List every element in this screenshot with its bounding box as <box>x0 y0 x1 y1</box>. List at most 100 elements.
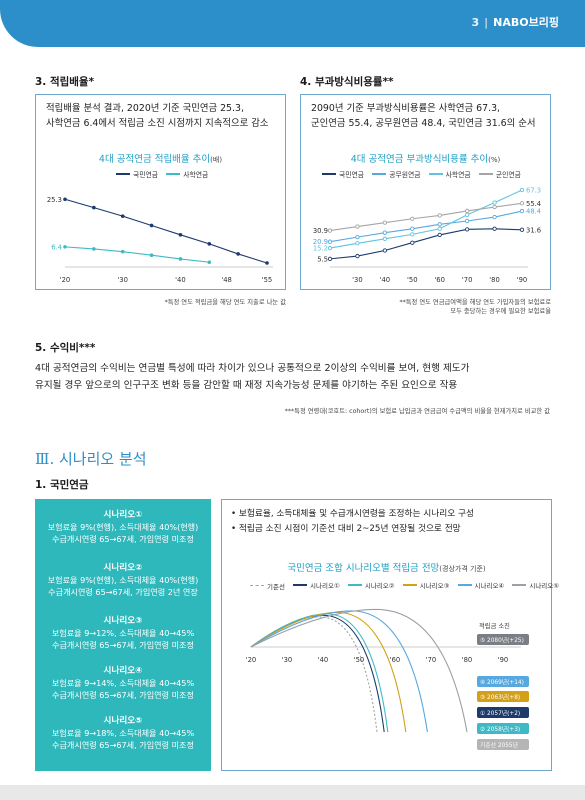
section4-legend: 국민연금 공무원연금 사학연금 군인연금 <box>322 169 527 179</box>
data-point <box>410 240 415 245</box>
part3-subtitle: 1. 국민연금 <box>35 479 89 491</box>
brand-name: NABO브리핑 <box>493 16 559 29</box>
legend-marker <box>322 173 336 175</box>
data-point <box>327 239 333 244</box>
depletion-label: 적립금 소진 <box>479 621 510 630</box>
x-tick-label: '50 <box>354 656 365 664</box>
x-tick-label: '40 <box>318 656 329 664</box>
data-point <box>410 216 415 221</box>
x-tick-label: '20 <box>60 276 71 284</box>
data-point <box>120 249 125 254</box>
data-point <box>327 228 333 233</box>
data-point <box>519 208 525 214</box>
scenario-bullets: • 보험료율, 소득대체율 및 수급개시연령을 조정하는 시나리오 구성 • 적… <box>231 509 475 534</box>
data-point <box>382 236 388 241</box>
scenario-curve-3 <box>250 611 407 733</box>
data-point <box>63 197 67 202</box>
x-tick-label: '80 <box>462 656 473 664</box>
x-tick-label: '20 <box>246 656 257 664</box>
data-point <box>464 212 470 218</box>
scenario-chart-title: 국민연금 조합 시나리오별 적립금 전망(경상가격 기준) <box>287 563 486 574</box>
x-tick-label: '48 <box>221 276 232 284</box>
section3-note: *특정 연도 적립금을 해당 연도 지출로 나눈 값 <box>164 299 286 306</box>
data-label: 55.4 <box>526 200 541 208</box>
x-tick-label: '70 <box>426 656 437 664</box>
scenario-curve-2 <box>250 613 389 733</box>
data-point <box>207 260 212 265</box>
data-point <box>519 187 525 193</box>
data-point <box>437 226 442 231</box>
scenario-1: 시나리오① 보험료율 9%(현행), 소득대체율 40%(현행) 수급개시연령 … <box>47 510 199 544</box>
data-label: 48.4 <box>526 208 541 216</box>
data-point <box>492 204 497 210</box>
depletion-badge-text: ① 2057년(+2) <box>480 709 520 717</box>
scenario-list-panel: 시나리오① 보험료율 9%(현행), 소득대체율 40%(현행) 수급개시연령 … <box>35 499 211 771</box>
data-point <box>327 245 333 251</box>
section3-title: 3. 적립배율* <box>35 76 95 88</box>
series-line-1 <box>64 198 268 264</box>
data-point <box>492 226 497 231</box>
section4-summary: 2090년 기준 부과방식비용률은 사학연금 67.3, 군인연금 55.4, … <box>311 103 536 129</box>
x-tick-label: '30 <box>352 276 363 284</box>
x-tick-label: '60 <box>390 656 401 664</box>
depletion-badge-5 <box>477 739 529 750</box>
data-point <box>149 223 154 228</box>
scenario-4: 시나리오④ 보험료율 9→14%, 소득대체율 40→45% 수급개시연령 65… <box>51 666 195 700</box>
depletion-badge-1 <box>477 676 529 687</box>
data-point <box>265 261 269 265</box>
legend-marker <box>166 173 181 175</box>
scenario-legend: 기준선 시나리오① 시나리오② 시나리오③ 시나리오④ 시나리오⑤ <box>250 580 565 591</box>
data-point <box>355 224 360 229</box>
depletion-badge-2 <box>477 691 529 702</box>
series-line-2 <box>64 246 210 263</box>
x-tick-label: '70 <box>462 276 473 284</box>
data-point <box>437 232 442 238</box>
data-point <box>382 220 388 225</box>
data-point <box>464 218 470 224</box>
x-tick-label: '90 <box>498 656 509 664</box>
page-number: 3 | NABO브리핑 <box>471 16 559 29</box>
data-point <box>355 241 360 246</box>
paygo-cost-rate-chart: '30 '40 '50 '60 '70 '80 '90 30.9 20.915.2 5.5 67.3… <box>313 187 541 284</box>
scenario-fund-projection-chart: '20 '30 '40 '50 '60 '70 '80 '90 적립금 소진 ⑤ 2080년(+2… <box>246 608 529 750</box>
data-point <box>236 252 240 256</box>
depletion-badge-text: 기준선 2055년 <box>480 741 518 749</box>
scenario-3: 시나리오③ 보험료율 9→12%, 소득대체율 40→45% 수급개시연령 65… <box>51 616 195 650</box>
legend-marker <box>457 584 472 586</box>
data-point <box>437 213 442 218</box>
section3-box <box>35 94 286 290</box>
part3-title: Ⅲ. 시나리오 분석 <box>35 450 147 468</box>
data-point <box>178 232 183 237</box>
scenario-curve-5 <box>250 608 468 733</box>
data-point <box>382 248 388 253</box>
x-tick-label: '30 <box>282 656 293 664</box>
data-point <box>355 253 360 259</box>
section4-title: 4. 부과방식비용률** <box>300 76 394 88</box>
depletion-badge-text: ② 2058년(+3) <box>480 725 520 733</box>
series-line-3 <box>329 189 523 249</box>
x-tick-label: '40 <box>380 276 391 284</box>
data-point <box>464 227 470 232</box>
data-point <box>207 242 212 246</box>
x-tick-label: '55 <box>262 276 273 284</box>
series-line-2 <box>329 210 523 243</box>
depletion-badge-4 <box>477 723 529 734</box>
data-point <box>519 201 525 206</box>
depletion-badge-text: ⑤ 2080년(+25) <box>480 636 524 644</box>
depletion-badge-3 <box>477 707 529 718</box>
data-point <box>355 234 360 240</box>
scenario-5: 시나리오⑤ 보험료율 9→18%, 소득대체율 40→45% 수급개시연령 65… <box>51 716 195 750</box>
data-point <box>492 214 497 220</box>
x-tick-label: '80 <box>489 276 500 284</box>
section3-legend: 국민연금 사학연금 <box>116 169 214 179</box>
section5-title: 5. 수익비*** <box>35 342 96 354</box>
data-point <box>120 214 125 218</box>
data-point <box>149 253 154 257</box>
legend-marker <box>293 584 308 586</box>
scenario-chart-panel <box>221 499 552 771</box>
x-tick-label: '50 <box>407 276 418 284</box>
legend-marker <box>428 173 443 175</box>
legend-marker <box>512 584 527 586</box>
data-point <box>92 247 96 251</box>
data-label: 25.3 <box>47 196 62 204</box>
